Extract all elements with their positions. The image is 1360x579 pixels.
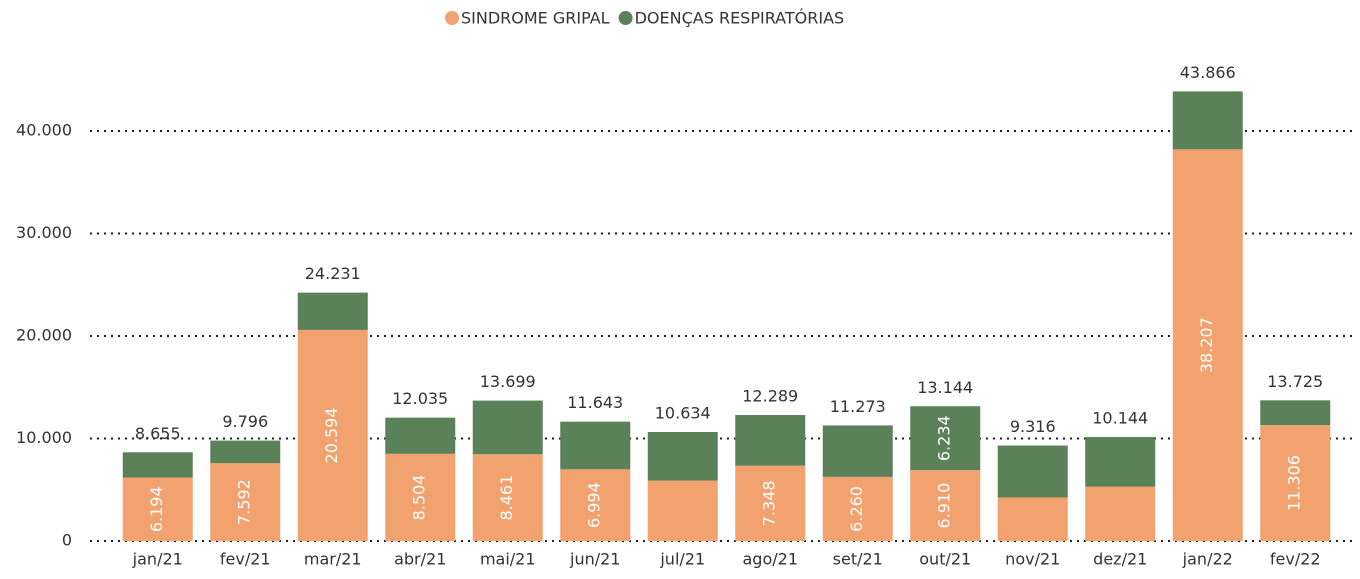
segment-label: 6.194	[147, 486, 166, 532]
x-tick-label: abr/21	[394, 550, 446, 569]
x-tick-label: set/21	[833, 550, 883, 569]
segment-label: 8.504	[410, 475, 429, 521]
total-label: 12.035	[392, 389, 448, 408]
total-label: 9.316	[1010, 417, 1056, 436]
bar-segment	[1085, 437, 1156, 487]
total-label: 8.655	[135, 424, 181, 443]
bar-segment	[560, 421, 631, 470]
x-tick-label: ago/21	[743, 550, 799, 569]
segment-label: 6.260	[847, 486, 866, 532]
bar-segment	[647, 432, 718, 481]
bar-segment	[122, 477, 193, 541]
y-tick-label: 30.000	[16, 223, 72, 242]
segment-label: 20.594	[322, 407, 341, 463]
total-label: 11.643	[567, 393, 623, 412]
segment-label: 38.207	[1197, 317, 1216, 373]
segment-label: 7.348	[760, 480, 779, 526]
total-label: 13.725	[1267, 372, 1323, 391]
legend-marker	[618, 11, 633, 25]
bar-segment	[385, 453, 456, 541]
bar-segment	[910, 470, 981, 541]
total-label: 12.289	[742, 387, 798, 406]
segment-label: 6.910	[935, 483, 954, 529]
total-label: 11.273	[830, 397, 886, 416]
bar-segment	[297, 292, 368, 330]
x-tick-label: jun/21	[569, 550, 620, 569]
bar-segment	[910, 406, 981, 471]
bar-segment	[122, 452, 193, 478]
total-label: 10.144	[1092, 409, 1148, 428]
bar-segment	[1085, 486, 1156, 541]
bar-segment	[822, 476, 893, 541]
total-label: 9.796	[222, 412, 268, 431]
bar-segment	[1260, 400, 1331, 426]
bar-segment	[297, 329, 368, 541]
x-tick-label: nov/21	[1005, 550, 1060, 569]
segment-label: 6.994	[585, 482, 604, 528]
x-tick-label: out/21	[919, 550, 971, 569]
y-tick-label: 0	[62, 531, 72, 550]
total-label: 13.699	[480, 372, 536, 391]
bar-segment	[560, 469, 631, 541]
bar-segment	[472, 400, 543, 455]
x-tick-label: mar/21	[304, 550, 362, 569]
bar-segment	[385, 417, 456, 454]
bar-segment	[997, 497, 1068, 541]
segment-label: 11.306	[1285, 455, 1304, 511]
total-label: 13.144	[917, 378, 973, 397]
bar-segment	[210, 440, 281, 464]
segment-label: 6.234	[935, 415, 954, 461]
x-tick-label: jan/22	[1182, 550, 1233, 569]
y-tick-label: 40.000	[16, 121, 72, 140]
total-label: 24.231	[305, 264, 361, 283]
x-tick-label: jul/21	[659, 550, 705, 569]
segment-label: 7.592	[235, 479, 254, 525]
bar-segment	[735, 465, 806, 541]
y-tick-label: 10.000	[16, 428, 72, 447]
legend-marker	[445, 11, 459, 25]
x-tick-label: jan/21	[132, 550, 183, 569]
bar-segment	[1260, 425, 1331, 541]
bar-segment	[997, 445, 1068, 498]
bar-segment	[1172, 91, 1243, 150]
segment-label: 8.461	[497, 475, 516, 521]
total-label: 43.866	[1180, 63, 1236, 82]
bar-segment	[647, 480, 718, 541]
x-tick-label: mai/21	[480, 550, 536, 569]
bar-segment	[1172, 149, 1243, 542]
x-tick-label: dez/21	[1093, 550, 1147, 569]
total-label: 10.634	[655, 404, 711, 423]
bar-segment	[210, 463, 281, 541]
y-tick-label: 20.000	[16, 326, 72, 345]
legend-label: SINDROME GRIPAL	[461, 9, 610, 28]
x-tick-label: fev/21	[220, 550, 271, 569]
bar-segment	[735, 415, 806, 466]
bar-segment	[472, 454, 543, 541]
bar-segment	[822, 425, 893, 477]
x-tick-label: fev/22	[1270, 550, 1321, 569]
legend-label: DOENÇAS RESPIRATÓRIAS	[635, 9, 845, 28]
